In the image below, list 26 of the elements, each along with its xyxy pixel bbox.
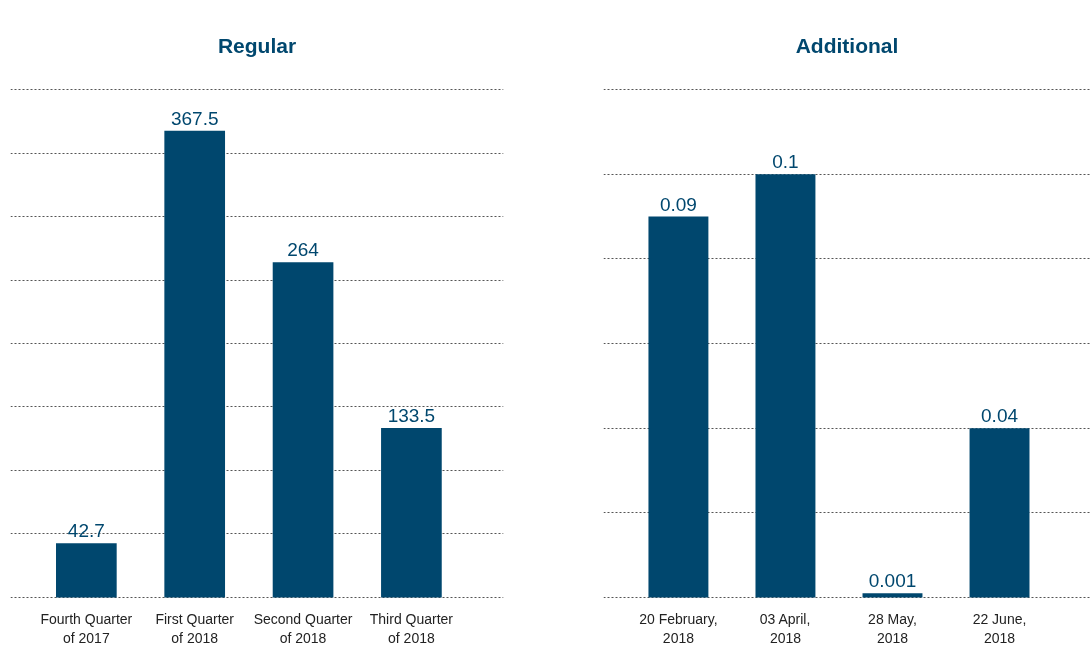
bar	[272, 262, 334, 598]
x-tick-label: 20 February, 2018	[639, 610, 718, 646]
bar	[164, 130, 226, 598]
data-label: 133.5	[387, 404, 436, 426]
x-tick-label: Third Quarter of 2018	[369, 610, 454, 646]
data-label: 264	[287, 239, 320, 261]
chart-title: Regular	[217, 33, 297, 57]
data-label: 42.7	[67, 520, 105, 542]
bar	[381, 427, 442, 598]
bar	[862, 593, 923, 598]
x-tick-label: Fourth Quarter of 2017	[40, 610, 133, 646]
data-label: 0.04	[981, 405, 1019, 427]
bar	[56, 543, 117, 598]
x-tick-label: 28 May, 2018	[868, 610, 917, 646]
bar	[755, 174, 816, 598]
chart-title: Additional	[795, 33, 899, 57]
data-label: 0.1	[772, 151, 799, 173]
x-tick-label: Second Quarter of 2018	[253, 610, 353, 646]
data-label: 0.001	[868, 570, 917, 592]
bar	[969, 428, 1030, 598]
x-tick-label: 03 April, 2018	[759, 610, 811, 646]
bar	[648, 216, 709, 598]
data-label: 0.09	[659, 193, 697, 215]
x-tick-label: First Quarter of 2018	[155, 610, 235, 646]
x-tick-label: 22 June, 2018	[972, 610, 1027, 646]
data-label: 367.5	[170, 107, 219, 129]
